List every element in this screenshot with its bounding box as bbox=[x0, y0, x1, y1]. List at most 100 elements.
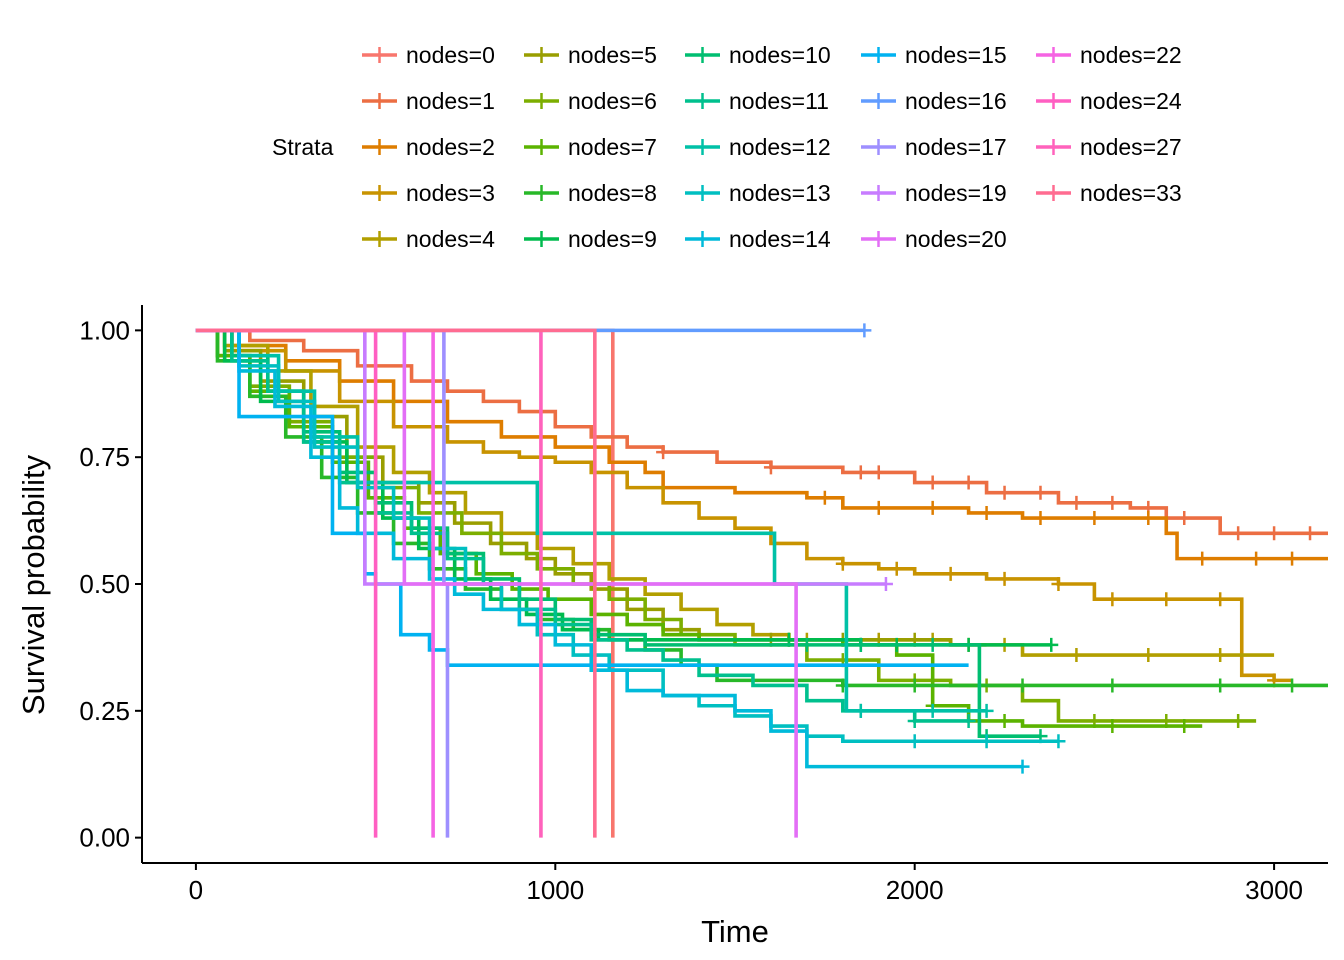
censor-mark bbox=[925, 500, 940, 515]
legend-label: nodes=19 bbox=[905, 180, 1007, 206]
censor-mark bbox=[1267, 526, 1282, 541]
legend-label: nodes=16 bbox=[905, 88, 1007, 114]
censor-mark bbox=[1213, 678, 1228, 693]
censor-mark bbox=[979, 505, 994, 520]
censor-mark bbox=[925, 703, 940, 718]
censor-mark bbox=[1249, 551, 1264, 566]
censor-mark bbox=[1105, 678, 1120, 693]
legend-label: nodes=33 bbox=[1080, 180, 1182, 206]
survival-curve-nodes-12 bbox=[195, 328, 987, 713]
censor-mark bbox=[1177, 511, 1192, 526]
censor-mark bbox=[853, 703, 868, 718]
censor-mark bbox=[1141, 511, 1156, 526]
censor-mark bbox=[1015, 678, 1030, 693]
censor-mark bbox=[979, 734, 994, 749]
censor-mark bbox=[1051, 577, 1066, 591]
censor-mark bbox=[1141, 648, 1156, 663]
legend-entry: nodes=13 bbox=[685, 180, 831, 206]
legend-entry: nodes=24 bbox=[1036, 88, 1182, 114]
legend-label: nodes=13 bbox=[729, 180, 831, 206]
censor-mark bbox=[1033, 511, 1048, 526]
y-tick-label: 1.00 bbox=[79, 315, 130, 345]
censor-mark bbox=[943, 566, 958, 581]
plot-lines bbox=[195, 323, 1328, 838]
censor-mark bbox=[1303, 526, 1318, 541]
legend-entry: nodes=12 bbox=[685, 134, 831, 160]
censor-mark bbox=[1213, 592, 1228, 607]
censor-mark bbox=[1231, 713, 1246, 728]
censor-mark bbox=[961, 713, 976, 728]
censor-mark bbox=[1087, 511, 1102, 526]
legend-label: nodes=22 bbox=[1080, 42, 1182, 68]
legend-label: nodes=1 bbox=[406, 88, 495, 114]
survival-curve-nodes-33 bbox=[195, 328, 597, 838]
censor-mark bbox=[997, 713, 1012, 728]
x-axis-title: Time bbox=[701, 914, 769, 949]
x-tick-label: 2000 bbox=[886, 875, 944, 905]
censor-mark bbox=[1105, 592, 1120, 607]
legend-entry: nodes=2 bbox=[362, 134, 495, 160]
censor-mark bbox=[799, 637, 814, 652]
survival-curve-nodes-6 bbox=[195, 328, 1257, 723]
legend-entry: nodes=16 bbox=[861, 88, 1007, 114]
censor-mark bbox=[907, 734, 922, 749]
legend-items: nodes=0 nodes=1 nodes=2 nodes=3 nodes=4 nodes… bbox=[362, 42, 1182, 252]
legend-label: nodes=7 bbox=[568, 134, 657, 160]
censor-mark bbox=[853, 637, 868, 652]
censor-mark bbox=[907, 713, 922, 728]
censor-mark bbox=[1044, 637, 1059, 652]
censor-mark bbox=[979, 703, 994, 718]
legend-entry: nodes=10 bbox=[685, 42, 831, 68]
censor-mark bbox=[1213, 648, 1228, 663]
x-tick-label: 0 bbox=[189, 875, 203, 905]
legend-label: nodes=4 bbox=[406, 226, 495, 252]
censor-mark bbox=[1285, 678, 1300, 693]
legend-label: nodes=2 bbox=[406, 134, 495, 160]
legend-entry: nodes=27 bbox=[1036, 134, 1182, 160]
censor-mark bbox=[853, 465, 868, 480]
censor-mark bbox=[1195, 551, 1210, 566]
censor-mark bbox=[1285, 551, 1300, 566]
y-tick-label: 0.00 bbox=[79, 823, 130, 853]
x-tick-label: 1000 bbox=[526, 875, 584, 905]
legend-label: nodes=24 bbox=[1080, 88, 1182, 114]
legend-label: nodes=10 bbox=[729, 42, 831, 68]
censor-mark bbox=[1051, 734, 1066, 749]
legend-entry: nodes=8 bbox=[524, 180, 657, 206]
y-tick-label: 0.50 bbox=[79, 569, 130, 599]
legend-entry: nodes=9 bbox=[524, 226, 657, 252]
legend-entry: nodes=11 bbox=[685, 88, 829, 114]
legend-entry: nodes=5 bbox=[524, 42, 657, 68]
y-tick-label: 0.25 bbox=[79, 696, 130, 726]
censor-mark bbox=[835, 556, 850, 571]
censor-mark bbox=[1069, 495, 1084, 510]
censor-mark bbox=[907, 678, 922, 693]
y-tick-label: 0.75 bbox=[79, 442, 130, 472]
y-axis-title: Survival probability bbox=[16, 454, 51, 715]
censor-mark bbox=[1177, 719, 1192, 734]
legend-label: nodes=3 bbox=[406, 180, 495, 206]
censor-mark bbox=[1033, 485, 1048, 500]
censor-mark bbox=[763, 460, 778, 475]
legend-label: nodes=27 bbox=[1080, 134, 1182, 160]
legend-label: nodes=20 bbox=[905, 226, 1007, 252]
legend-entry: nodes=0 bbox=[362, 42, 495, 68]
survival-curve-nodes-2 bbox=[195, 328, 1328, 561]
legend-entry: nodes=7 bbox=[524, 134, 657, 160]
legend-entry: nodes=6 bbox=[524, 88, 657, 114]
legend-label: nodes=17 bbox=[905, 134, 1007, 160]
legend-label: nodes=14 bbox=[729, 226, 831, 252]
censor-mark bbox=[1015, 759, 1030, 774]
legend-entry: nodes=14 bbox=[685, 226, 831, 252]
censor-mark bbox=[1231, 526, 1246, 541]
censor-mark bbox=[817, 490, 832, 505]
legend-label: nodes=12 bbox=[729, 134, 831, 160]
legend-entry: nodes=20 bbox=[861, 226, 1007, 252]
censor-mark bbox=[871, 465, 886, 480]
censor-mark bbox=[889, 561, 904, 576]
legend-entry: nodes=1 bbox=[362, 88, 495, 114]
legend-label: nodes=0 bbox=[406, 42, 495, 68]
censor-mark bbox=[878, 577, 893, 591]
legend-entry: nodes=15 bbox=[861, 42, 1007, 68]
